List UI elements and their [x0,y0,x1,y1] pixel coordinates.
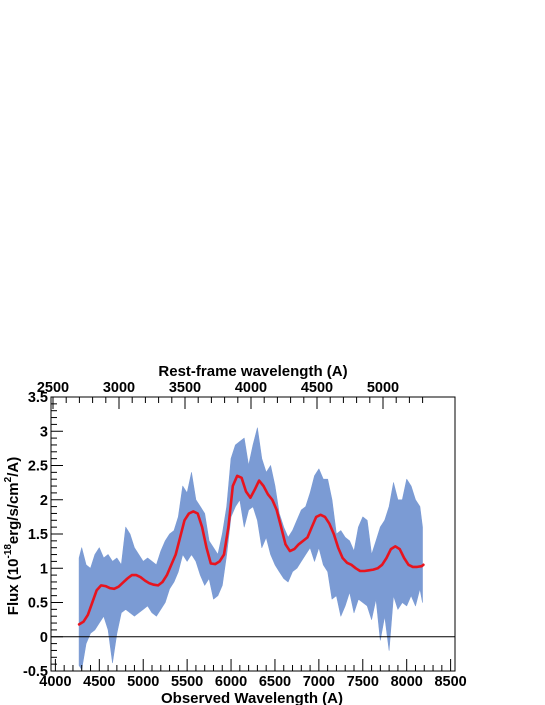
x-tick-label: 4500 [83,674,115,690]
x-tick-label: 6000 [215,674,247,690]
y-axis-title-square: 2 [3,476,14,482]
flux-uncertainty-band [78,427,423,670]
y-tick-label: 0.5 [28,596,48,612]
y-axis-title-exponent: -18 [3,544,14,559]
x-tick-label: 7500 [347,674,379,690]
x2-tick-label: 4500 [301,380,333,396]
x2-tick-label: 3000 [103,380,135,396]
y-tick-label: 3 [40,424,48,440]
x-tick-label: 6500 [259,674,291,690]
axes: -0.5 0 0.5 1 1.5 2 2.5 3 3.5 4000 4500 5000 5500 6000… [23,380,467,690]
x2-tick-label: 5000 [367,380,399,396]
y-tick-label: 1.5 [28,527,48,543]
top-axis-title: Rest-frame wavelength (A) [158,363,347,380]
flux-fit-layer [77,474,425,626]
x-tick-label: 8500 [434,674,466,690]
x2-tick-label: 2500 [37,380,69,396]
x-tick-label: 5500 [171,674,203,690]
y-axis-title-tail: /A) [5,457,22,477]
x2-tick-label: 4000 [235,380,267,396]
y-tick-label: -0.5 [23,664,48,680]
y-tick-label: 3.5 [28,390,48,406]
x-tick-label: 8000 [391,674,423,690]
y-axis-title-main: Flux (10 [5,559,22,616]
x-tick-label: 4000 [39,674,71,690]
y-tick-label: 2.5 [28,459,48,475]
smoothed-flux-line [77,474,425,626]
y-tick-label: 1 [40,561,48,577]
x-tick-label: 5000 [127,674,159,690]
bottom-axis-title: Observed Wavelength (A) [161,690,343,705]
y-tick-label: 0 [40,630,48,646]
y-tick-label: 2 [40,493,48,509]
flux-band-layer [78,427,423,670]
x-tick-label: 7000 [303,674,335,690]
y-axis-title-units: erg/s/cm [5,482,22,544]
x2-tick-label: 3500 [169,380,201,396]
y-axis-title: Flux (10-18erg/s/cm2/A) [3,457,22,615]
